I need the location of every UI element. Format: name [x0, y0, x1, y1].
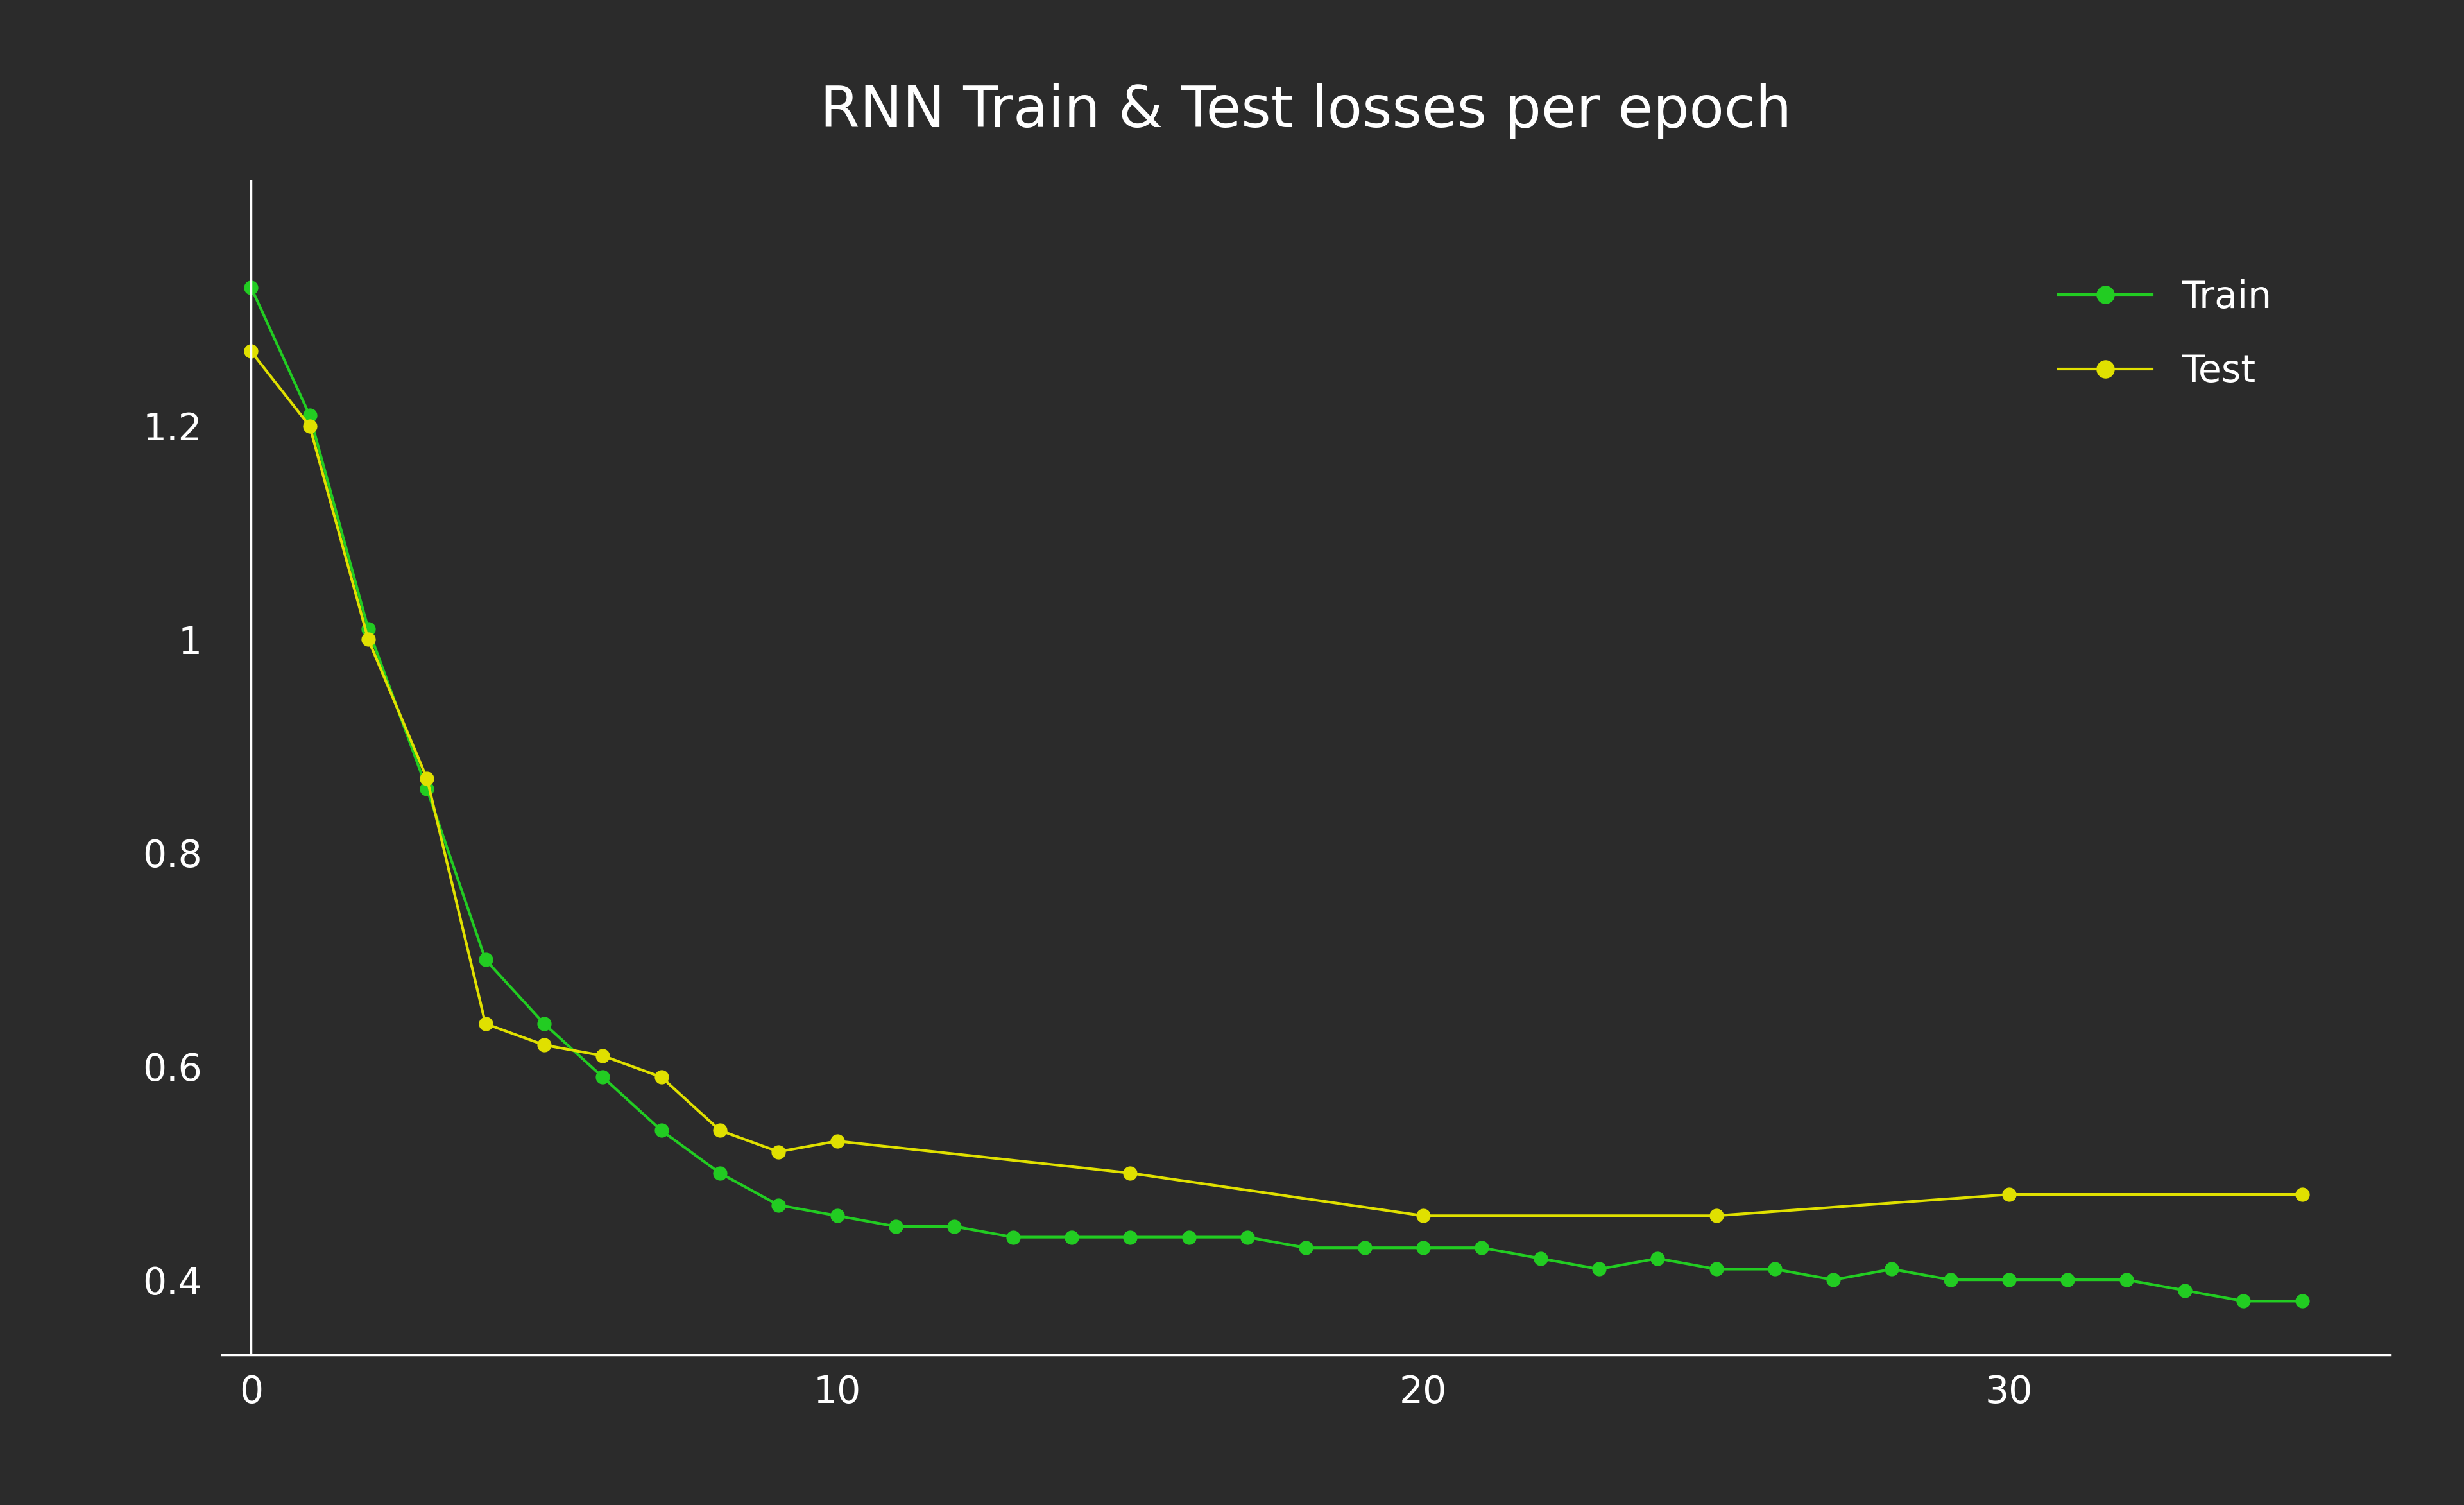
Train [1643, 1249, 1673, 1267]
Train [882, 1218, 912, 1236]
Test [1700, 1207, 1730, 1225]
Train [1057, 1228, 1087, 1246]
Train [1350, 1239, 1380, 1257]
Train [1525, 1249, 1555, 1267]
Line: Train: Train [244, 280, 2309, 1308]
Train [1993, 1270, 2023, 1288]
Train [2230, 1293, 2259, 1311]
Train [2287, 1293, 2316, 1311]
Train [530, 1014, 559, 1032]
Line: Test: Test [244, 345, 2309, 1222]
Train [764, 1196, 793, 1215]
Test [352, 631, 382, 649]
Train [352, 620, 382, 638]
Test [1116, 1163, 1146, 1181]
Test [2287, 1186, 2316, 1204]
Test [705, 1121, 734, 1139]
Train [2112, 1270, 2141, 1288]
Train [646, 1121, 675, 1139]
Test [471, 1014, 500, 1032]
Test [411, 769, 441, 787]
Test [823, 1132, 853, 1150]
Title: RNN Train & Test losses per epoch: RNN Train & Test losses per epoch [821, 83, 1791, 140]
Train [939, 1218, 968, 1236]
Train [1291, 1239, 1321, 1257]
Train [1878, 1260, 1907, 1278]
Train [1409, 1239, 1439, 1257]
Test [764, 1142, 793, 1160]
Train [471, 951, 500, 969]
Train [296, 406, 325, 424]
Test [530, 1035, 559, 1054]
Train [998, 1228, 1027, 1246]
Train [1584, 1260, 1614, 1278]
Train [1232, 1228, 1262, 1246]
Test [589, 1046, 618, 1064]
Train [1173, 1228, 1202, 1246]
Train [2053, 1270, 2082, 1288]
Train [705, 1163, 734, 1181]
Train [589, 1069, 618, 1087]
Test [1993, 1186, 2023, 1204]
Train [1937, 1270, 1966, 1288]
Test [296, 417, 325, 435]
Train [237, 278, 266, 296]
Train [823, 1207, 853, 1225]
Train [1466, 1239, 1496, 1257]
Train [1700, 1260, 1730, 1278]
Train [1818, 1270, 1848, 1288]
Train [1116, 1228, 1146, 1246]
Test [237, 342, 266, 360]
Train [2171, 1281, 2200, 1299]
Test [646, 1069, 675, 1087]
Legend: Train, Test: Train, Test [2003, 223, 2328, 445]
Train [411, 780, 441, 798]
Test [1409, 1207, 1439, 1225]
Train [1759, 1260, 1789, 1278]
